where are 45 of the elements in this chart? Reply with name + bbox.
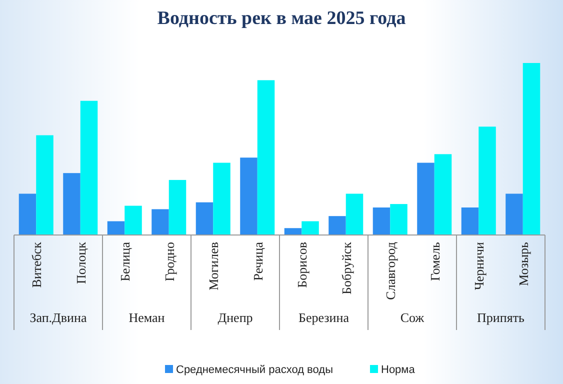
- x-tick-label: Белица: [118, 242, 133, 282]
- text: Зап.Двина: [30, 310, 87, 325]
- bar: [80, 100, 98, 235]
- bar: [417, 162, 434, 235]
- bar: [461, 207, 479, 235]
- legend-label: Среднемесячный расход воды: [176, 364, 334, 376]
- x-tick-label: Речица: [250, 242, 266, 281]
- bar: [506, 194, 523, 235]
- bar: [124, 206, 142, 235]
- x-tick-label: Славгород: [383, 242, 398, 300]
- bar: [372, 207, 390, 235]
- x-tick-label: Гомель: [427, 242, 442, 282]
- x-tick-label: Могилев: [206, 242, 222, 290]
- bar: [478, 126, 496, 235]
- x-tick-label: Гродно: [162, 242, 177, 282]
- bar: [390, 204, 408, 235]
- bar: [107, 221, 125, 235]
- legend-label: Норма: [381, 364, 416, 376]
- x-tick-label: Мозырь: [516, 242, 531, 286]
- x-tick-label: Витебск: [29, 241, 44, 288]
- text: Березина: [298, 310, 350, 325]
- x-tick-label: Полоцк: [73, 241, 88, 284]
- bar: [257, 80, 275, 235]
- bar: [434, 154, 452, 235]
- bar: [346, 194, 364, 235]
- bar: [196, 202, 214, 235]
- text: Неман: [128, 310, 165, 325]
- bar: [18, 194, 36, 235]
- bar: [213, 162, 230, 235]
- bar: [328, 216, 346, 235]
- text: Припять: [477, 310, 525, 325]
- x-tick-label: Черничи: [472, 242, 487, 290]
- bar: [522, 63, 540, 235]
- bar: [302, 221, 319, 235]
- bar: [63, 173, 80, 235]
- bar: [284, 228, 302, 235]
- x-tick-label: Бобруйск: [338, 241, 354, 294]
- chart-title: Водность рек в мае 2025 года: [157, 8, 406, 29]
- bar: [152, 209, 169, 235]
- bar: [240, 158, 258, 235]
- text: Днепр: [218, 310, 253, 325]
- bar: [168, 180, 186, 235]
- bar: [36, 135, 54, 235]
- text: Сож: [400, 310, 426, 325]
- x-tick-label: Борисов: [294, 242, 310, 288]
